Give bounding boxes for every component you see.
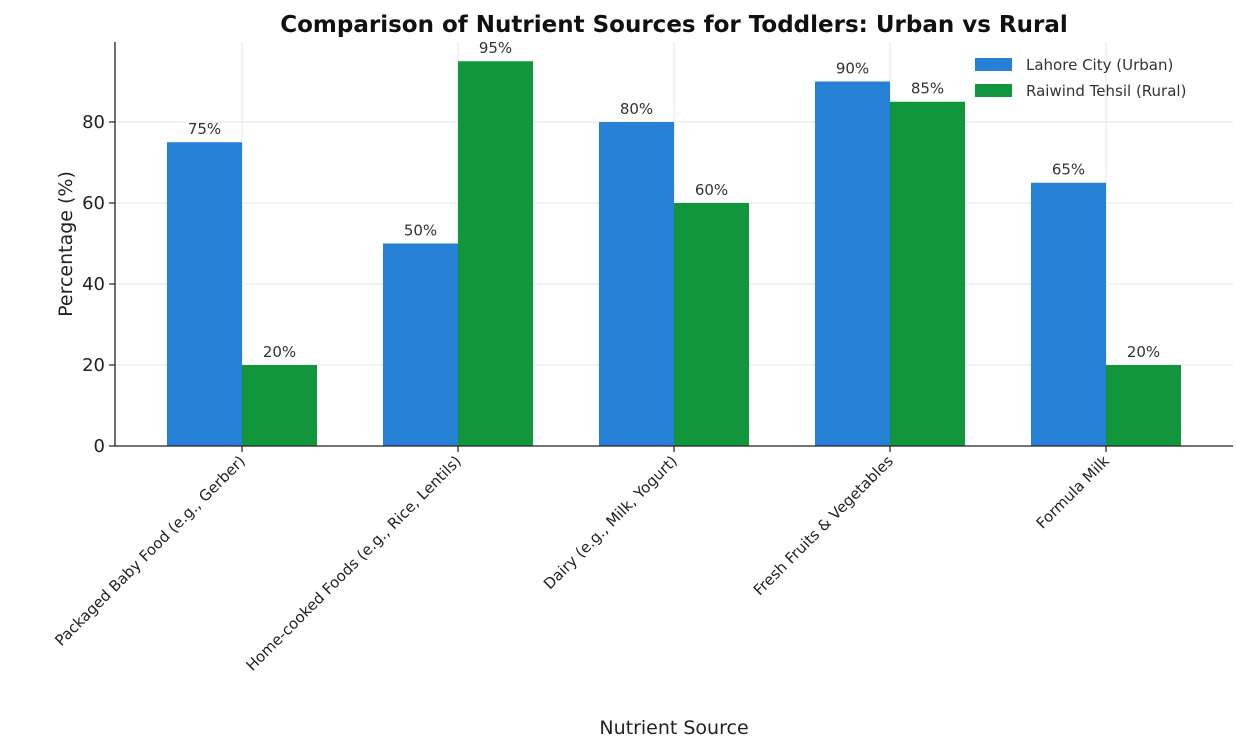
x-axis-label: Nutrient Source [599, 717, 748, 737]
legend-entry: Lahore City (Urban) [1026, 56, 1173, 74]
bar-rural [242, 364, 317, 446]
bar-rural [1106, 364, 1181, 446]
data-label: 75% [188, 120, 221, 138]
x-tick-label: Fresh Fruits & Vegetables [750, 452, 897, 599]
legend-entry: Raiwind Tehsil (Rural) [1026, 82, 1186, 100]
y-tick-label: 60 [82, 193, 105, 214]
bar-urban [815, 81, 890, 447]
x-tick-label: Dairy (e.g., Milk, Yogurt) [540, 452, 681, 593]
data-label: 90% [836, 59, 869, 77]
y-tick-label: 0 [94, 436, 105, 457]
x-tick-label: Home-cooked Foods (e.g., Rice, Lentils) [242, 452, 464, 674]
data-label: 60% [695, 181, 728, 199]
data-label: 80% [620, 100, 653, 118]
data-label: 50% [404, 221, 437, 239]
y-tick-label: 20 [82, 355, 105, 376]
x-tick-label: Packaged Baby Food (e.g., Gerber) [51, 452, 249, 650]
bar-urban [167, 142, 242, 446]
data-label: 85% [911, 80, 944, 98]
bars [167, 61, 1181, 447]
bar-urban [1031, 182, 1106, 446]
bar-rural [890, 101, 965, 446]
bar-rural [674, 202, 749, 446]
x-tick-label: Formula Milk [1033, 452, 1113, 532]
data-labels: 75% 20% 50% 95% 80% 60% 90% 85% 65% 20% [188, 39, 1160, 361]
bar-rural [458, 61, 533, 446]
bar-urban [383, 243, 458, 446]
y-tick-label: 40 [82, 274, 105, 295]
legend-swatch [975, 58, 1012, 71]
data-label: 95% [479, 39, 512, 57]
data-label: 65% [1052, 161, 1085, 179]
legend-swatch [975, 84, 1012, 97]
bar-urban [599, 121, 674, 446]
chart-title: Comparison of Nutrient Sources for Toddl… [280, 12, 1068, 38]
y-tick-label: 80 [82, 112, 105, 133]
data-label: 20% [263, 343, 296, 361]
y-axis-label: Percentage (%) [55, 171, 77, 317]
data-label: 20% [1127, 343, 1160, 361]
legend: Lahore City (Urban) Raiwind Tehsil (Rural… [975, 56, 1186, 100]
